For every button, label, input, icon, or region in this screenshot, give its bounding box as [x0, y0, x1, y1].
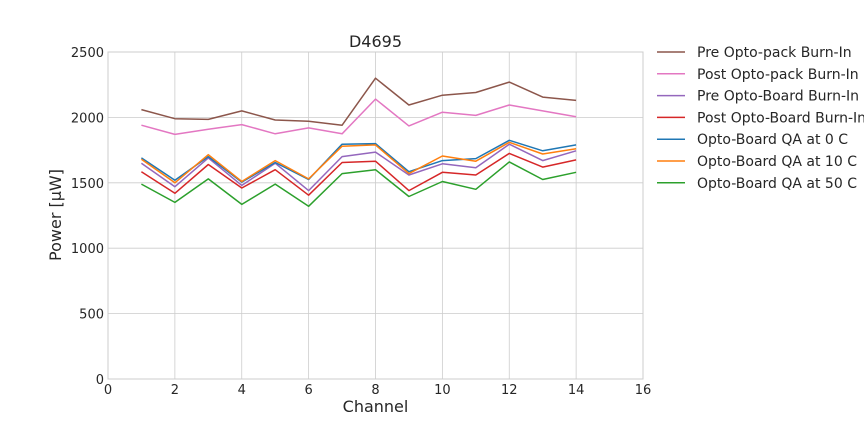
- x-tick-label: 8: [371, 383, 379, 398]
- legend-label: Pre Opto-pack Burn-In: [697, 45, 852, 61]
- legend-entry: Opto-Board QA at 10 C: [657, 154, 857, 170]
- series-line: [141, 77, 577, 126]
- series-lines: [140, 77, 577, 208]
- legend-label: Opto-Board QA at 10 C: [697, 154, 857, 170]
- series-line: [140, 141, 577, 184]
- y-tick-label: 1000: [71, 242, 104, 257]
- legend-entry: Post Opto-pack Burn-In: [657, 67, 859, 83]
- y-axis-label: Power [μW]: [46, 169, 65, 261]
- legend-label: Post Opto-Board Burn-In: [697, 110, 864, 126]
- y-tick-label: 2500: [71, 46, 104, 61]
- x-axis-label: Channel: [343, 397, 409, 416]
- x-tick-label: 14: [568, 383, 585, 398]
- y-tick-label: 1500: [71, 177, 104, 192]
- plot-area-border: [107, 51, 644, 380]
- legend: Pre Opto-pack Burn-In Post Opto-pack Burn…: [657, 45, 864, 192]
- x-tick-label: 4: [238, 383, 246, 398]
- series-line: [141, 161, 577, 208]
- legend-entry: Opto-Board QA at 0 C: [657, 132, 848, 148]
- legend-label: Pre Opto-Board Burn-In: [697, 89, 859, 105]
- y-tick-label: 2000: [71, 111, 104, 126]
- y-tick-label: 500: [79, 308, 104, 323]
- legend-label: Opto-Board QA at 50 C: [697, 176, 857, 192]
- series-line: [140, 139, 577, 183]
- legend-entry: Pre Opto-pack Burn-In: [657, 45, 852, 61]
- tick-labels: 0 2 4 6 8 10 12 14 16 0 500 1000 1500 2000 2500: [71, 46, 651, 398]
- series-line: [140, 143, 577, 192]
- legend-entry: Post Opto-Board Burn-In: [657, 110, 864, 126]
- x-tick-label: 16: [635, 383, 652, 398]
- chart-title: D4695: [349, 32, 402, 51]
- x-tick-label: 0: [104, 383, 112, 398]
- x-tick-label: 2: [171, 383, 179, 398]
- y-tick-label: 0: [96, 373, 104, 388]
- x-tick-label: 6: [304, 383, 312, 398]
- x-tick-label: 12: [501, 383, 518, 398]
- legend-label: Opto-Board QA at 0 C: [697, 132, 848, 148]
- legend-label: Post Opto-pack Burn-In: [697, 67, 859, 83]
- x-tick-label: 10: [434, 383, 451, 398]
- plot-frame: [107, 51, 644, 380]
- series-line: [141, 98, 577, 136]
- series-line: [140, 152, 577, 196]
- legend-entry: Opto-Board QA at 50 C: [657, 176, 857, 192]
- legend-entry: Pre Opto-Board Burn-In: [657, 89, 859, 105]
- grid: [107, 51, 644, 380]
